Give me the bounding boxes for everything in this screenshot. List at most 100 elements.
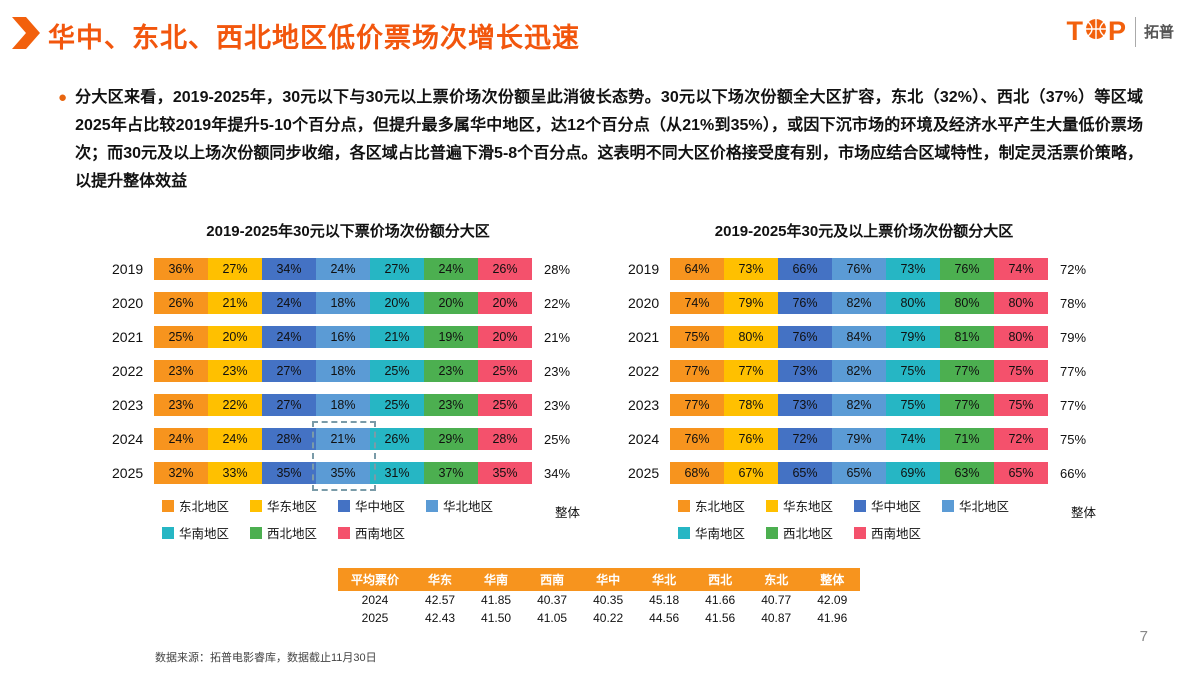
legend-label: 华中地区 [871,500,922,514]
legend-item: 华南地区 [162,523,250,542]
chart-rows: 2019 36% 27% 34% 24% 27% 24% 26% 28% 2020 26% 21% 24… [112,258,584,491]
bar-segment: 24% [424,258,478,280]
bar-segment: 69% [886,462,940,484]
chart-bar-row: 2021 25% 20% 24% 16% 21% 19% 20% 21% [112,326,584,348]
chart-bar-row: 2024 76% 76% 72% 79% 74% 71% 72% 75% [628,428,1100,450]
chart-title: 2019-2025年30元以下票价场次份额分大区 [206,223,490,240]
row-total: 23% [544,363,571,379]
legend-swatch [766,499,778,512]
bar-segment: 63% [940,462,994,484]
legend-label: 华北地区 [959,500,1010,514]
bar-segment: 79% [886,326,940,348]
bar-segment: 21% [370,326,424,348]
legend-label: 华东地区 [267,500,318,514]
legend-label: 华东地区 [783,500,834,514]
table-cell: 42.43 [425,611,456,625]
table-header-cell: 华南 [468,568,525,591]
stacked-bar: 23% 23% 27% 18% 25% 23% 25% [154,360,532,382]
bar-segment: 23% [154,394,208,416]
legend-item: 西北地区 [766,523,854,542]
chart-bar-row: 2025 32% 33% 35% 35% 31% 37% 35% 34% [112,462,584,484]
bar-segment: 77% [724,360,778,382]
bar-segment: 21% [316,428,370,450]
bar-segment: 68% [670,462,724,484]
bar-segment: 76% [724,428,778,450]
row-total: 77% [1060,363,1087,379]
year-label: 2023 [112,397,144,413]
bar-segment: 74% [670,292,724,314]
legend-label: 华中地区 [355,500,406,514]
bar-segment: 77% [940,360,994,382]
year-label: 2021 [628,329,660,345]
row-total: 78% [1060,295,1087,311]
chart-bar-row: 2021 75% 80% 76% 84% 79% 81% 80% 79% [628,326,1100,348]
table-cell: 41.50 [481,611,512,625]
table-cell: 40.37 [537,593,568,607]
year-label: 2019 [628,261,660,277]
chart-legend: 东北地区 华东地区 华中地区 华北地区 华南地区 西北地区 西南地区 [628,496,1100,550]
bar-segment: 77% [670,360,724,382]
chart-bar-row: 2023 23% 22% 27% 18% 25% 23% 25% 23% [112,394,584,416]
row-total: 28% [544,261,571,277]
row-total: 23% [544,397,571,413]
legend-item: 西南地区 [854,523,942,542]
table-cell: 42.09 [817,593,848,607]
logo-text: T P [1066,16,1127,46]
legend-swatch [942,499,954,512]
table-cell: 41.96 [817,611,848,625]
overall-label: 整体 [554,506,580,520]
bar-segment: 37% [424,462,478,484]
bar-segment: 82% [832,360,886,382]
bar-segment: 73% [778,394,832,416]
table-cell-year: 2025 [361,611,389,625]
stacked-bar: 74% 79% 76% 82% 80% 80% 80% [670,292,1048,314]
bar-segment: 76% [778,326,832,348]
stacked-bar: 32% 33% 35% 35% 31% 37% 35% [154,462,532,484]
stacked-bar: 64% 73% 66% 76% 73% 76% 74% [670,258,1048,280]
bar-segment: 81% [940,326,994,348]
legend-label: 华北地区 [443,500,494,514]
bar-segment: 26% [154,292,208,314]
stacked-bar: 68% 67% 65% 65% 69% 63% 65% [670,462,1048,484]
bar-segment: 35% [478,462,532,484]
bar-segment: 71% [940,428,994,450]
bar-segment: 25% [370,360,424,382]
table-header-cell: 东北 [748,568,805,591]
bar-segment: 16% [316,326,370,348]
bar-segment: 26% [478,258,532,280]
bar-segment: 75% [670,326,724,348]
stacked-bar: 25% 20% 24% 16% 21% 19% 20% [154,326,532,348]
slide-header: 华中、东北、西北地区低价票场次增长迅速 [12,16,580,55]
legend-label: 西南地区 [355,527,406,541]
chart-bar-row: 2025 68% 67% 65% 65% 69% 63% 65% 66% [628,462,1100,484]
bar-segment: 24% [154,428,208,450]
bar-segment: 26% [370,428,424,450]
legend-item: 华南地区 [678,523,766,542]
legend-item: 西北地区 [250,523,338,542]
bar-segment: 75% [886,394,940,416]
table-cell: 40.87 [761,611,792,625]
legend-item: 西南地区 [338,523,426,542]
chart-below-30: 2019-2025年30元以下票价场次份额分大区 2019 36% 27% 34% 24… [112,222,584,550]
bar-segment: 75% [994,360,1048,382]
row-total: 66% [1060,465,1087,481]
legend-item: 华中地区 [854,496,942,515]
bar-segment: 80% [994,292,1048,314]
bar-segment: 36% [154,258,208,280]
bar-segment: 84% [832,326,886,348]
legend-item: 华东地区 [250,496,338,515]
legend-swatch [426,499,438,512]
bar-segment: 27% [262,394,316,416]
row-total: 75% [1060,431,1087,447]
bar-segment: 22% [208,394,262,416]
legend-swatch [854,499,866,512]
table-cell: 40.77 [761,593,792,607]
chart-legend: 东北地区 华东地区 华中地区 华北地区 华南地区 西北地区 西南地区 [112,496,584,550]
bar-segment: 24% [262,292,316,314]
chart-title: 2019-2025年30元及以上票价场次份额分大区 [714,223,1014,240]
bar-segment: 80% [994,326,1048,348]
bar-segment: 24% [208,428,262,450]
bar-segment: 19% [424,326,478,348]
bar-segment: 18% [316,292,370,314]
bar-segment: 72% [994,428,1048,450]
